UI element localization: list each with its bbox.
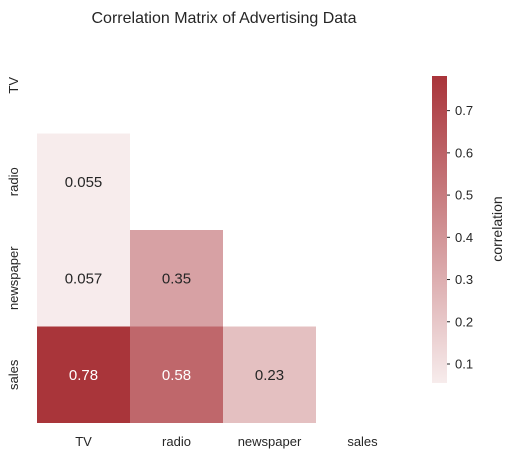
x-tick-sales: sales	[347, 434, 378, 449]
colorbar-tick-0-5: 0.5	[455, 188, 473, 203]
colorbar-tick-0-1: 0.1	[455, 356, 473, 371]
y-tick-newspaper: newspaper	[6, 246, 21, 310]
colorbar-tick-0-7: 0.7	[455, 103, 473, 118]
heatmap-cell-sales-radio	[130, 326, 223, 423]
heatmap-value-newspaper-tv: 0.057	[65, 270, 103, 287]
chart-title: Correlation Matrix of Advertising Data	[92, 10, 357, 27]
colorbar	[432, 76, 447, 383]
x-tick-radio: radio	[162, 434, 191, 449]
x-tick-tv: TV	[75, 434, 92, 449]
x-axis-tick-labels: TV radio newspaper sales	[75, 434, 378, 449]
heatmap-cell-newspaper-tv	[37, 230, 130, 327]
y-tick-tv: TV	[6, 77, 21, 94]
heatmap-value-radio-tv: 0.055	[65, 174, 103, 191]
heatmap-value-newspaper-radio: 0.35	[162, 270, 191, 287]
heatmap-value-sales-newspaper: 0.23	[255, 367, 284, 384]
heatmap-value-sales-tv: 0.78	[69, 367, 98, 384]
x-tick-newspaper: newspaper	[238, 434, 302, 449]
heatmap-cells: 0.055 0.057 0.35 0.78 0.58 0.23	[37, 133, 316, 423]
colorbar-label: correlation	[489, 196, 505, 261]
colorbar-tick-0-2: 0.2	[455, 314, 473, 329]
colorbar-tick-0-6: 0.6	[455, 145, 473, 160]
y-tick-sales: sales	[6, 359, 21, 390]
heatmap-cell-sales-tv	[37, 326, 130, 423]
heatmap-cell-radio-tv	[37, 133, 130, 230]
y-tick-radio: radio	[6, 167, 21, 196]
heatmap-cell-newspaper-radio	[130, 230, 223, 327]
colorbar-tick-0-4: 0.4	[455, 230, 473, 245]
heatmap-value-sales-radio: 0.58	[162, 367, 191, 384]
colorbar-tick-labels: 0.1 0.2 0.3 0.4 0.5 0.6 0.7	[447, 103, 473, 371]
y-axis-tick-labels: TV radio newspaper sales	[6, 77, 21, 390]
colorbar-tick-0-3: 0.3	[455, 272, 473, 287]
heatmap-cell-sales-newspaper	[223, 326, 316, 423]
